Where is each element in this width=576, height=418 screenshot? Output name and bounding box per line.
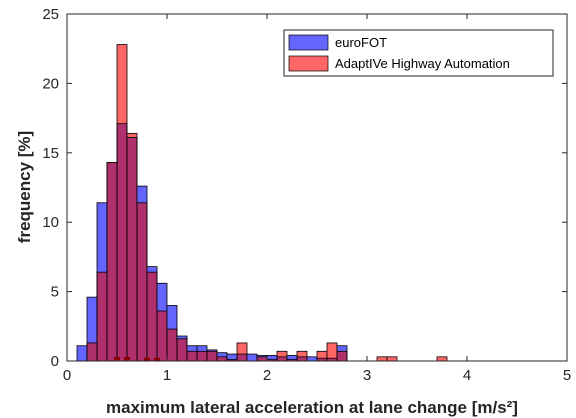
bar-adaptive [317, 351, 327, 359]
baseline-point [144, 357, 150, 361]
baseline-point [114, 356, 120, 360]
y-tick-label: 20 [42, 75, 59, 92]
y-axis-ticks: 0 5 10 15 20 25 [42, 6, 567, 370]
bar-overlap [127, 137, 137, 361]
baseline-point [154, 357, 160, 361]
bar-adaptive [377, 356, 387, 361]
bar-overlap [227, 359, 237, 361]
bar-eurofot [227, 354, 237, 360]
bar-overlap [267, 359, 277, 361]
x-tick-label: 4 [463, 367, 471, 384]
bar-eurofot [267, 355, 277, 360]
bar-adaptive [327, 342, 337, 359]
bar-adaptive [297, 351, 307, 357]
bar-overlap [147, 272, 157, 361]
bar-overlap [217, 356, 227, 361]
y-tick-label: 15 [42, 145, 59, 162]
bar-overlap [257, 356, 267, 361]
bar-overlap [277, 356, 287, 361]
y-tick-label: 0 [51, 353, 59, 370]
bar-eurofot [247, 354, 257, 361]
bar-eurofot [217, 352, 227, 357]
baseline-points-group [114, 356, 160, 361]
legend-swatch-adaptive [288, 55, 329, 72]
x-tick-label: 3 [363, 367, 371, 384]
bar-overlap [167, 329, 177, 361]
x-tick-label: 5 [563, 367, 571, 384]
bar-eurofot [167, 305, 177, 330]
bar-adaptive [237, 342, 247, 355]
bars-group [76, 44, 448, 362]
bar-overlap [87, 342, 97, 361]
bar-overlap [177, 338, 187, 361]
x-tick-label: 2 [263, 367, 271, 384]
bar-overlap [287, 359, 297, 361]
bar-overlap [327, 358, 337, 361]
bar-overlap [237, 354, 247, 361]
bar-eurofot [197, 345, 207, 352]
y-tick-label: 25 [42, 6, 59, 23]
x-axis-label: maximum lateral acceleration at lane cha… [106, 398, 518, 417]
bar-eurofot [337, 345, 347, 352]
legend-label-adaptive: AdaptIVe Highway Automation [335, 56, 510, 71]
bar-overlap [197, 351, 207, 361]
legend-label-eurofot: euroFOT [335, 35, 387, 50]
x-tick-label: 1 [163, 367, 171, 384]
bar-adaptive [277, 351, 287, 357]
bar-overlap [297, 356, 307, 361]
bar-overlap [97, 272, 107, 361]
y-tick-label: 5 [51, 284, 59, 301]
bar-overlap [107, 162, 117, 361]
bar-overlap [117, 123, 127, 361]
bar-eurofot [87, 297, 97, 343]
bar-adaptive [127, 133, 137, 138]
bar-adaptive [387, 356, 397, 361]
bar-eurofot [157, 283, 167, 312]
legend: euroFOT AdaptIVe Highway Automation [283, 29, 554, 77]
y-tick-label: 10 [42, 214, 59, 231]
plot-frame [66, 13, 568, 362]
bar-eurofot [147, 266, 157, 273]
legend-swatch-eurofot [288, 34, 329, 51]
bar-eurofot [257, 355, 267, 357]
bar-eurofot [137, 186, 147, 203]
bar-eurofot [177, 336, 187, 339]
bar-adaptive [117, 44, 127, 124]
bar-adaptive [437, 356, 447, 361]
baseline-point [124, 356, 130, 360]
bar-eurofot [307, 356, 317, 361]
bar-eurofot [97, 202, 107, 273]
x-axis-ticks: 0 1 2 3 4 5 [63, 14, 571, 384]
bar-eurofot [287, 355, 297, 360]
bar-overlap [207, 351, 217, 361]
bar-eurofot [187, 345, 197, 352]
bar-overlap [317, 358, 327, 361]
bar-overlap [157, 311, 167, 361]
bar-eurofot [207, 349, 217, 352]
y-axis-label: frequency [%] [15, 131, 34, 243]
bar-overlap [337, 351, 347, 361]
bar-overlap [137, 202, 147, 361]
bar-eurofot [77, 345, 87, 361]
legend-box [283, 29, 554, 77]
bar-overlap [187, 351, 197, 361]
x-tick-label: 0 [63, 367, 71, 384]
